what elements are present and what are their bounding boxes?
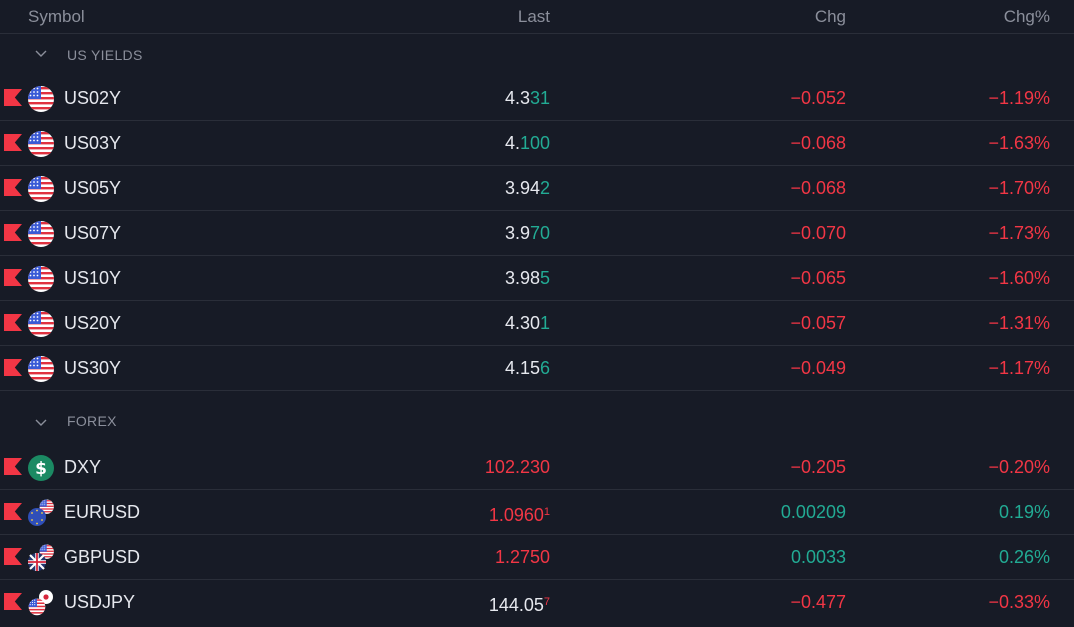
table-row[interactable]: $ DXY 102.230 −0.205 −0.20% bbox=[0, 445, 1074, 490]
change-value: −0.065 bbox=[790, 268, 846, 288]
flag-marker-icon[interactable] bbox=[4, 89, 22, 106]
section-forex[interactable]: FOREX bbox=[0, 391, 1074, 445]
last-price: 144.057 bbox=[488, 595, 550, 615]
symbol-name: US03Y bbox=[64, 133, 122, 153]
symbol-name: US05Y bbox=[64, 178, 122, 198]
symbol-name: US20Y bbox=[64, 313, 122, 333]
us-flag-icon bbox=[27, 310, 55, 338]
change-percent: −1.17% bbox=[988, 358, 1050, 378]
last-price: 3.942 bbox=[504, 178, 550, 198]
last-price: 4.100 bbox=[504, 133, 550, 153]
us-flag-icon bbox=[27, 355, 55, 383]
eu-us-flag-icon bbox=[28, 499, 55, 526]
last-price: 4.331 bbox=[504, 88, 550, 108]
change-percent: −0.33% bbox=[988, 592, 1050, 612]
section-us-yields[interactable]: US YIELDS bbox=[0, 34, 1074, 76]
last-price: 1.09601 bbox=[488, 505, 550, 525]
symbol-name: US30Y bbox=[64, 358, 122, 378]
symbol-column-header[interactable]: Symbol bbox=[28, 6, 85, 26]
flag-marker-icon[interactable] bbox=[4, 269, 22, 286]
us-jp-flag-icon bbox=[27, 590, 53, 617]
change-percent: −1.60% bbox=[988, 268, 1050, 288]
change-percent: −1.70% bbox=[988, 178, 1050, 198]
svg-text:$: $ bbox=[35, 459, 47, 479]
table-row[interactable]: GBPUSD 1.2750 0.0033 0.26% bbox=[0, 535, 1074, 580]
chg-column-header[interactable]: Chg bbox=[814, 6, 846, 26]
us-flag-icon bbox=[27, 220, 55, 248]
section-title: FOREX bbox=[67, 413, 117, 429]
us-flag-icon bbox=[27, 175, 55, 203]
change-value: −0.049 bbox=[790, 358, 846, 378]
change-value: −0.205 bbox=[790, 457, 846, 477]
table-header: Symbol Last Chg Chg% bbox=[0, 0, 1074, 34]
us-flag-icon bbox=[27, 265, 55, 293]
dollar-icon: $ bbox=[28, 455, 54, 481]
table-row[interactable]: US05Y 3.942 −0.068 −1.70% bbox=[0, 166, 1074, 211]
symbol-name: US10Y bbox=[64, 268, 122, 288]
flag-marker-icon[interactable] bbox=[4, 458, 22, 475]
last-column-header[interactable]: Last bbox=[517, 6, 550, 26]
flag-marker-icon[interactable] bbox=[4, 314, 22, 331]
table-row[interactable]: EURUSD 1.09601 0.00209 0.19% bbox=[0, 490, 1074, 535]
symbol-name: DXY bbox=[64, 457, 102, 477]
flag-marker-icon[interactable] bbox=[4, 593, 22, 610]
symbol-name: US02Y bbox=[64, 88, 122, 108]
flag-marker-icon[interactable] bbox=[4, 548, 22, 565]
change-value: −0.068 bbox=[790, 133, 846, 153]
table-row[interactable]: US30Y 4.156 −0.049 −1.17% bbox=[0, 346, 1074, 391]
table-row[interactable]: US03Y 4.100 −0.068 −1.63% bbox=[0, 121, 1074, 166]
symbol-name: GBPUSD bbox=[64, 547, 141, 567]
chevron-down-icon[interactable] bbox=[34, 46, 48, 60]
symbol-name: USDJPY bbox=[64, 592, 136, 612]
gb-us-flag-icon bbox=[28, 544, 55, 571]
us-flag-icon bbox=[27, 130, 55, 158]
table-row[interactable]: US02Y 4.331 −0.052 −1.19% bbox=[0, 76, 1074, 121]
flag-marker-icon[interactable] bbox=[4, 224, 22, 241]
flag-marker-icon[interactable] bbox=[4, 503, 22, 520]
chevron-down-icon[interactable] bbox=[34, 415, 48, 429]
change-value: −0.057 bbox=[790, 313, 846, 333]
change-value: 0.0033 bbox=[790, 547, 846, 567]
symbol-name: EURUSD bbox=[64, 502, 141, 522]
last-price: 1.2750 bbox=[494, 547, 550, 567]
symbol-name: US07Y bbox=[64, 223, 122, 243]
flag-marker-icon[interactable] bbox=[4, 179, 22, 196]
section-title: US YIELDS bbox=[67, 47, 143, 63]
table-row[interactable]: USDJPY 144.057 −0.477 −0.33% bbox=[0, 580, 1074, 624]
change-value: −0.052 bbox=[790, 88, 846, 108]
last-price: 4.301 bbox=[504, 313, 550, 333]
change-percent: −1.73% bbox=[988, 223, 1050, 243]
last-price: 4.156 bbox=[504, 358, 550, 378]
last-price: 3.970 bbox=[504, 223, 550, 243]
change-value: −0.070 bbox=[790, 223, 846, 243]
flag-marker-icon[interactable] bbox=[4, 134, 22, 151]
change-percent: 0.19% bbox=[998, 502, 1050, 522]
table-row[interactable]: US07Y 3.970 −0.070 −1.73% bbox=[0, 211, 1074, 256]
last-price: 102.230 bbox=[484, 457, 550, 477]
us-flag-icon bbox=[27, 85, 55, 113]
change-percent: −0.20% bbox=[988, 457, 1050, 477]
change-percent: −1.31% bbox=[988, 313, 1050, 333]
last-price: 3.985 bbox=[504, 268, 550, 288]
table-row[interactable]: US20Y 4.301 −0.057 −1.31% bbox=[0, 301, 1074, 346]
chg-percent-column-header[interactable]: Chg% bbox=[1003, 6, 1050, 26]
change-value: −0.068 bbox=[790, 178, 846, 198]
table-row[interactable]: US10Y 3.985 −0.065 −1.60% bbox=[0, 256, 1074, 301]
flag-marker-icon[interactable] bbox=[4, 359, 22, 376]
change-percent: −1.19% bbox=[988, 88, 1050, 108]
change-percent: 0.26% bbox=[998, 547, 1050, 567]
change-value: −0.477 bbox=[790, 592, 846, 612]
change-percent: −1.63% bbox=[988, 133, 1050, 153]
change-value: 0.00209 bbox=[780, 502, 846, 522]
